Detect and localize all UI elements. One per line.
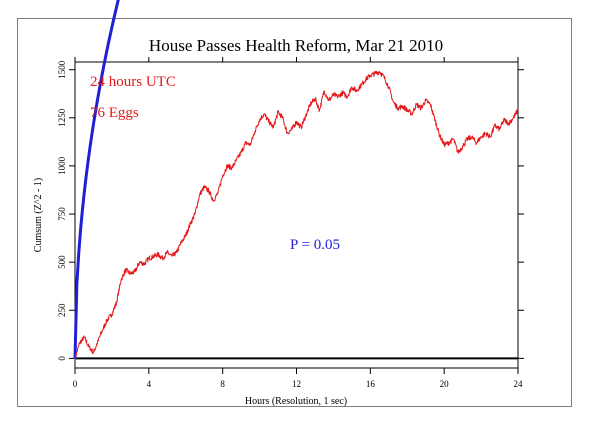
annotation-egg-count: 76 Eggs xyxy=(90,105,139,121)
x-tick-label: 12 xyxy=(292,379,301,389)
annotation-time-range: 24 hours UTC xyxy=(90,74,176,90)
chart-title: House Passes Health Reform, Mar 21 2010 xyxy=(149,36,443,55)
x-tick-label: 8 xyxy=(220,379,225,389)
x-tick-label: 4 xyxy=(147,379,152,389)
x-tick-label: 0 xyxy=(73,379,78,389)
y-tick-label: 1000 xyxy=(57,156,67,175)
x-tick-label: 24 xyxy=(514,379,524,389)
y-tick-label: 1500 xyxy=(57,60,67,79)
annotation-significance: P = 0.05 xyxy=(290,237,340,253)
y-tick-label: 0 xyxy=(57,356,67,361)
cumsum-series-line xyxy=(74,70,519,361)
y-tick-label: 1250 xyxy=(57,108,67,127)
plot-area-border xyxy=(74,61,519,369)
chart-frame xyxy=(17,18,572,407)
x-axis-label: Hours (Resolution, 1 sec) xyxy=(245,396,347,407)
y-tick-label: 250 xyxy=(57,303,67,317)
x-tick-label: 20 xyxy=(440,379,450,389)
x-tick-label: 16 xyxy=(366,379,376,389)
y-tick-label: 750 xyxy=(57,207,67,221)
y-tick-label: 500 xyxy=(57,255,67,269)
y-axis-label: Cumsum (Z^2 - 1) xyxy=(33,178,44,252)
